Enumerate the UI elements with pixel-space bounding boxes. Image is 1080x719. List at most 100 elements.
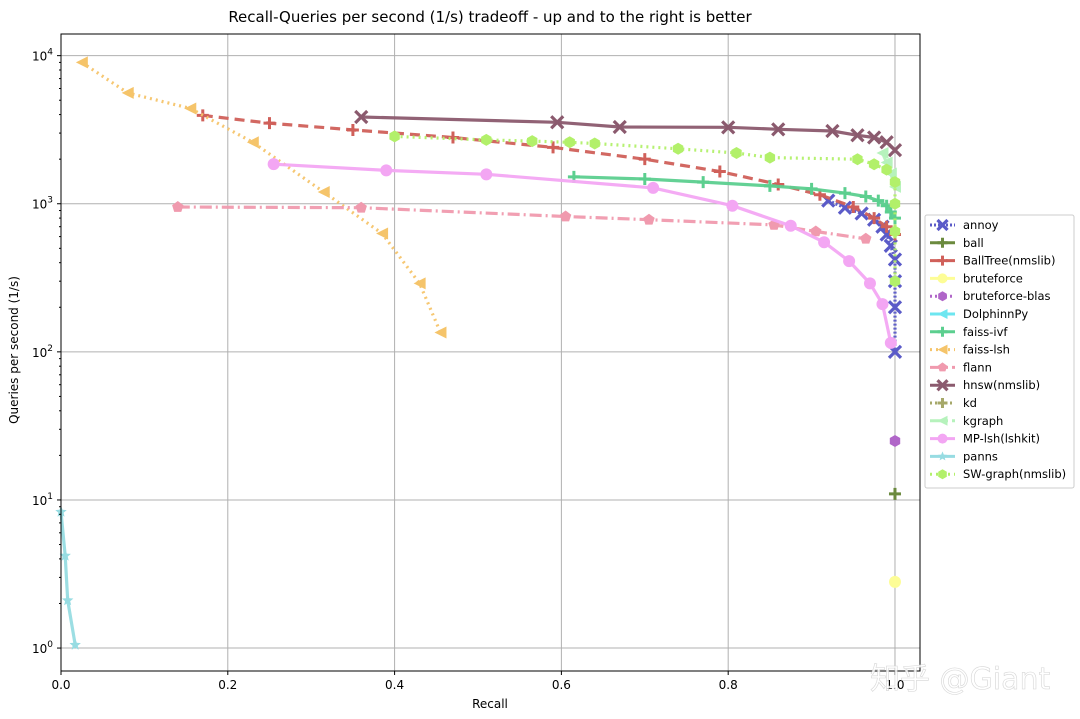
series-bruteforce-blas	[889, 435, 901, 447]
x-tick-label: 0.2	[218, 678, 237, 692]
legend-label: faiss-lsh	[963, 343, 1010, 357]
legend-label: SW-graph(nmslib)	[963, 467, 1066, 481]
data-point	[880, 220, 893, 233]
data-point	[887, 252, 903, 267]
data-point	[889, 275, 901, 288]
legend-marker	[937, 273, 948, 284]
legend-label: flann	[963, 360, 992, 374]
data-point	[784, 219, 797, 232]
legend-marker	[937, 415, 948, 426]
y-tick-label: 100	[32, 640, 53, 656]
data-point	[731, 147, 742, 159]
series-flann	[172, 201, 872, 244]
data-point	[868, 212, 881, 225]
data-point	[889, 225, 901, 238]
legend-marker	[937, 362, 948, 372]
data-point	[434, 326, 447, 339]
data-point	[805, 182, 818, 195]
data-point	[697, 176, 710, 189]
data-point	[389, 130, 400, 143]
data-point	[346, 123, 359, 136]
data-point	[860, 232, 872, 244]
legend-marker	[937, 255, 948, 266]
data-point	[838, 187, 851, 200]
data-point	[172, 201, 184, 212]
data-point	[62, 594, 74, 606]
data-point	[881, 163, 892, 176]
data-point	[246, 136, 259, 149]
x-axis-label: Recall	[472, 697, 508, 711]
data-point	[884, 205, 897, 218]
data-point	[872, 194, 885, 207]
data-point	[643, 213, 655, 225]
plot-frame	[60, 33, 921, 672]
legend-marker	[936, 218, 949, 232]
x-tick-label: 0.8	[719, 678, 738, 692]
data-point	[480, 168, 493, 181]
data-point	[764, 151, 776, 164]
data-point	[889, 176, 901, 189]
legend-item: DolphinnPy	[930, 307, 1028, 321]
legend-item: flann	[930, 360, 992, 374]
data-point	[852, 153, 863, 166]
data-point	[354, 109, 369, 125]
legend-marker	[937, 433, 948, 444]
legend-label: MP-lsh(lshkit)	[963, 432, 1040, 446]
data-point	[726, 199, 739, 212]
legend-item: annoy	[930, 218, 999, 232]
data-point	[721, 120, 736, 135]
series-MP-lsh(lshkit)	[267, 158, 897, 349]
series-line	[394, 134, 897, 282]
legend-label: panns	[963, 449, 998, 463]
data-point	[876, 147, 889, 160]
data-point	[376, 227, 389, 240]
legend-label: bruteforce-blas	[963, 289, 1051, 303]
data-point	[763, 179, 776, 192]
chart-title: Recall-Queries per second (1/s) tradeoff…	[228, 8, 752, 26]
data-point	[355, 201, 367, 213]
data-point	[638, 153, 651, 166]
data-point	[843, 255, 856, 268]
data-point	[876, 298, 889, 311]
data-point	[889, 197, 901, 210]
series-line	[573, 175, 897, 220]
watermark: 知乎 @Giant	[870, 662, 1051, 697]
legend-label: DolphinnPy	[963, 307, 1028, 321]
data-point	[550, 115, 565, 130]
data-point	[564, 136, 575, 149]
x-tick-label: 0.0	[51, 678, 70, 692]
legend-marker	[937, 398, 948, 408]
x-tick-label: 0.4	[385, 678, 404, 692]
series-line	[177, 205, 867, 241]
legend-label: annoy	[963, 218, 999, 232]
data-point	[850, 128, 865, 143]
legend-marker	[936, 379, 949, 392]
legend-frame	[924, 214, 1075, 489]
legend-item: MP-lsh(lshkit)	[930, 432, 1040, 446]
x-tick-label: 1.0	[885, 678, 904, 692]
data-point	[672, 142, 684, 155]
legend-item: faiss-lsh	[930, 343, 1010, 357]
data-point	[413, 277, 426, 290]
data-point	[859, 190, 872, 203]
data-point	[75, 56, 88, 69]
data-point	[612, 119, 627, 135]
data-point	[863, 277, 876, 290]
legend-item: panns	[930, 449, 998, 463]
legend-label: ball	[963, 236, 984, 250]
data-point	[184, 102, 197, 115]
legend-item: ball	[930, 236, 984, 250]
axis-ticks: 0.0 0.2 0.4 0.6 0.8 1.0 100 101 102 103 104	[32, 48, 905, 692]
series-BallTree(nmslib)	[196, 109, 901, 241]
data-point	[847, 201, 860, 214]
legend-marker	[938, 469, 947, 480]
series-line	[59, 511, 77, 646]
legend-marker	[937, 344, 948, 355]
legend-label: kgraph	[963, 414, 1003, 428]
data-point	[889, 435, 901, 447]
data-point	[866, 130, 882, 145]
data-point	[547, 141, 560, 154]
series-line	[361, 115, 897, 152]
legend: annoy ball BallTree(nmslib) bruteforce brute…	[924, 214, 1075, 489]
